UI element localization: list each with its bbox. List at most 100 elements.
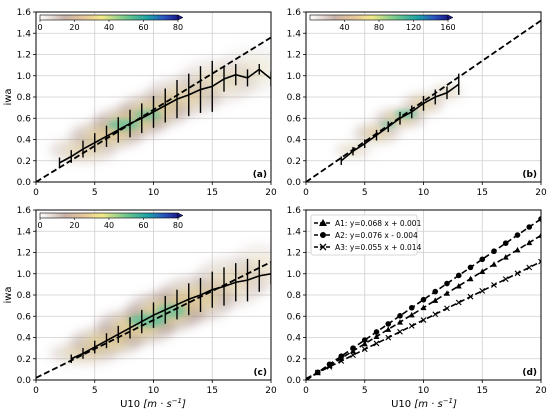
marker-x [361,346,368,353]
marker-circle [350,345,356,351]
xlabel-right: U10 [m · s−1] [391,397,457,410]
plot-area-c [36,243,271,379]
marker-circle [420,296,427,303]
y-tick-label: 1.4 [17,227,32,237]
colorbar-tick-label: 20 [69,221,79,230]
panel-label-b: (b) [522,170,537,180]
marker-circle [491,248,497,255]
colorbar-c: 0 20 40 60 80 [37,212,184,230]
svg-text:U10 [m · s−1]: U10 [m · s−1] [391,397,457,410]
marker-x [479,287,486,294]
marker-circle [444,280,450,287]
marker-triangle [538,232,541,238]
marker-x [467,293,474,300]
y-tick-label: 0.4 [17,136,32,146]
density-blob-mid [195,69,242,93]
marker-triangle [514,246,521,253]
panel-border-a [35,11,272,183]
panel-b: 40 80 120 160 0 5 10 15 20 0.0 0.2 0.4 0.6 0.8 1.0 1.2 1… [287,8,547,198]
colorbar-tick-label: 40 [104,221,114,230]
marker-x [514,270,521,277]
x-tick-label: 10 [418,188,430,198]
colorbar-tick-label: 60 [138,221,148,230]
marker-triangle [467,275,474,282]
marker-circle [479,256,486,263]
marker-triangle [408,311,415,318]
x-tick-label: 20 [265,188,277,198]
y-tick-label: 1.4 [17,29,32,39]
y-tick-label: 1.2 [287,249,301,259]
y-tick-label: 0.2 [287,157,301,167]
y-tick-label: 0.8 [287,291,302,301]
marker-circle [455,272,462,279]
marker-circle [432,288,439,295]
marker-triangle [385,326,392,332]
y-tick-label: 1.0 [287,270,302,280]
y-tick-label: 0.6 [287,114,302,124]
x-tick-label: 15 [477,188,488,198]
y-tick-label: 0.2 [17,157,31,167]
series-3 [306,258,541,380]
colorbar-tick-label: 160 [440,23,455,32]
axis-ticks-c: 0 5 10 15 20 0.0 0.2 0.4 0.6 0.8 1.0 1.2 1.4 1.6 [17,206,277,396]
x-tick-label: 10 [148,386,160,396]
x-tick-label: 0 [303,188,309,198]
marker-x [455,299,462,306]
colorbar-bar [39,212,179,219]
y-tick-label: 1.2 [17,249,31,259]
axis-ticks-a: 0 5 10 15 20 0.0 0.2 0.4 0.6 0.8 1.0 1.2 1.4 1.6 [17,8,277,198]
colorbar-bar [39,14,179,21]
y-tick-label: 0.6 [17,114,32,124]
y-tick-label: 0.8 [17,93,32,103]
panel-border-c [35,209,272,381]
marker-x [314,369,321,376]
x-tick-label: 15 [207,386,218,396]
x-tick-label: 5 [92,188,98,198]
marker-triangle [444,290,450,296]
ylabel-top: iwa [3,88,14,105]
panel-d: 0 5 10 15 20 0.0 0.2 0.4 0.6 0.8 1.0 1.2 1.4 1.6 (d) [287,206,547,396]
colorbar-tick-label: 120 [406,23,421,32]
marker-x [350,352,356,359]
ylabel-bottom: iwa [3,286,14,303]
legend-entry-a2: A2: y=0.076 x - 0.004 [314,231,418,240]
y-tick-label: 0.4 [287,136,302,146]
colorbar-tick-label: 20 [69,23,79,32]
axis-ticks-b: 0 5 10 15 20 0.0 0.2 0.4 0.6 0.8 1.0 1.2 1.4 1.6 [287,8,547,198]
xlabel-left: U10 [m · s−1] [120,397,186,410]
colorbar-tick-label: 80 [173,23,183,32]
colorbar-tick-label: 80 [374,23,384,32]
density-blob-mid [233,57,271,84]
panel-label-c: (c) [253,368,267,378]
colorbar-extend [177,212,184,219]
y-tick-label: 1.2 [17,51,31,61]
panel-border-b [305,11,542,183]
plot-area-b [306,19,541,182]
marker-triangle [502,254,509,260]
colorbar-tick-label: 40 [104,23,114,32]
marker-x [526,264,533,271]
x-tick-label: 0 [33,188,39,198]
colorbar-tick-label: 0 [37,221,42,230]
marker-circle [361,337,368,343]
x-tick-label: 15 [477,386,488,396]
marker-triangle [420,304,427,311]
y-tick-label: 0.2 [287,355,301,365]
marker-triangle [479,268,486,275]
y-tick-label: 0.6 [17,312,32,322]
marker-circle [338,353,345,360]
marker-triangle [373,333,380,340]
x-tick-label: 5 [362,386,368,396]
series-2 [306,216,541,380]
legend-entry-a3: A3: y=0.055 x + 0.014 [314,243,422,252]
marker-triangle [491,261,497,267]
y-tick-label: 1.4 [287,227,302,237]
marker-circle [526,224,533,230]
marker-x [491,282,497,288]
marker-x [444,305,450,312]
marker-x [538,258,541,265]
mean-line-c [70,272,271,360]
panel-a: 0 20 40 60 80 0 5 10 15 20 0.0 0.2 0.4 0.6 0.8 1.0 1.2 1.… [17,8,277,198]
y-tick-label: 1.0 [287,72,302,82]
